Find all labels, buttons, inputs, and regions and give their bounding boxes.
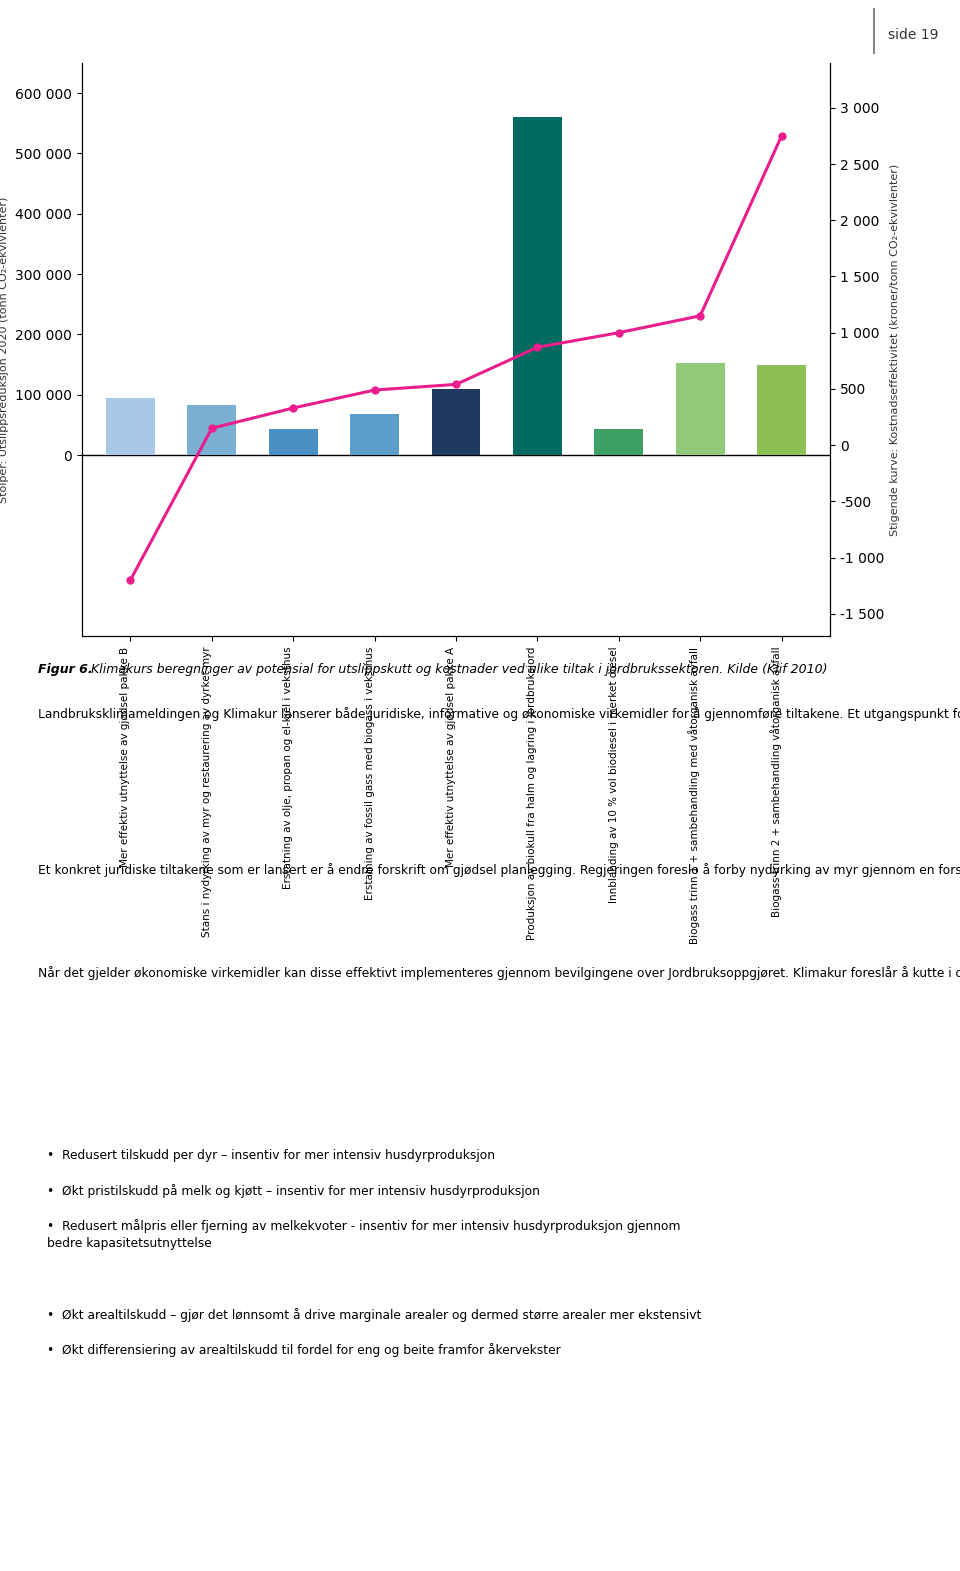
- Text: •  Økt arealtilskudd – gjør det lønnsomt å drive marginale arealer og dermed stø: • Økt arealtilskudd – gjør det lønnsomt …: [47, 1309, 702, 1323]
- Text: side 19: side 19: [888, 28, 939, 41]
- Text: Et konkret juridiske tiltakene som er lansert er å endre forskrift om gjødsel pl: Et konkret juridiske tiltakene som er la…: [38, 864, 960, 877]
- Bar: [757, 364, 806, 456]
- Bar: [594, 429, 643, 456]
- Text: •  Økt differensiering av arealtilskudd til fordel for eng og beite framfor åker: • Økt differensiering av arealtilskudd t…: [47, 1343, 561, 1357]
- Text: Landbruksklimameldingen og Klimakur lanserer både juridiske, informative og økon: Landbruksklimameldingen og Klimakur lans…: [38, 707, 960, 721]
- Text: •  Redusert tilskudd per dyr – insentiv for mer intensiv husdyrproduksjon: • Redusert tilskudd per dyr – insentiv f…: [47, 1148, 495, 1163]
- Text: •  Redusert målpris eller fjerning av melkekvoter - insentiv for mer intensiv hu: • Redusert målpris eller fjerning av mel…: [47, 1219, 681, 1251]
- Text: VESTLANDSFORSKING: VESTLANDSFORSKING: [12, 25, 289, 44]
- Text: Figur 6.: Figur 6.: [38, 663, 93, 676]
- Text: Klimakurs beregninger av potensial for utslippskutt og kostnader ved ulike tilta: Klimakurs beregninger av potensial for u…: [87, 663, 828, 676]
- Bar: [187, 405, 236, 456]
- Y-axis label: Stigende kurve: Kostnadseffektivitet (kroner/tonn CO₂-ekvivlenter): Stigende kurve: Kostnadseffektivitet (kr…: [890, 163, 900, 536]
- Bar: [350, 415, 399, 456]
- Bar: [676, 363, 725, 456]
- Text: •  Økt pristilskudd på melk og kjøtt – insentiv for mer intensiv husdyrproduksjo: • Økt pristilskudd på melk og kjøtt – in…: [47, 1185, 540, 1199]
- Bar: [106, 397, 155, 456]
- Bar: [513, 118, 562, 456]
- Text: Når det gjelder økonomiske virkemidler kan disse effektivt implementeres gjennom: Når det gjelder økonomiske virkemidler k…: [38, 966, 960, 980]
- Y-axis label: Stolper: Utslippsreduksjon 2020 (tonn CO₂-ekvivlenter): Stolper: Utslippsreduksjon 2020 (tonn CO…: [0, 196, 10, 503]
- Bar: [432, 388, 480, 456]
- Bar: [269, 429, 318, 456]
